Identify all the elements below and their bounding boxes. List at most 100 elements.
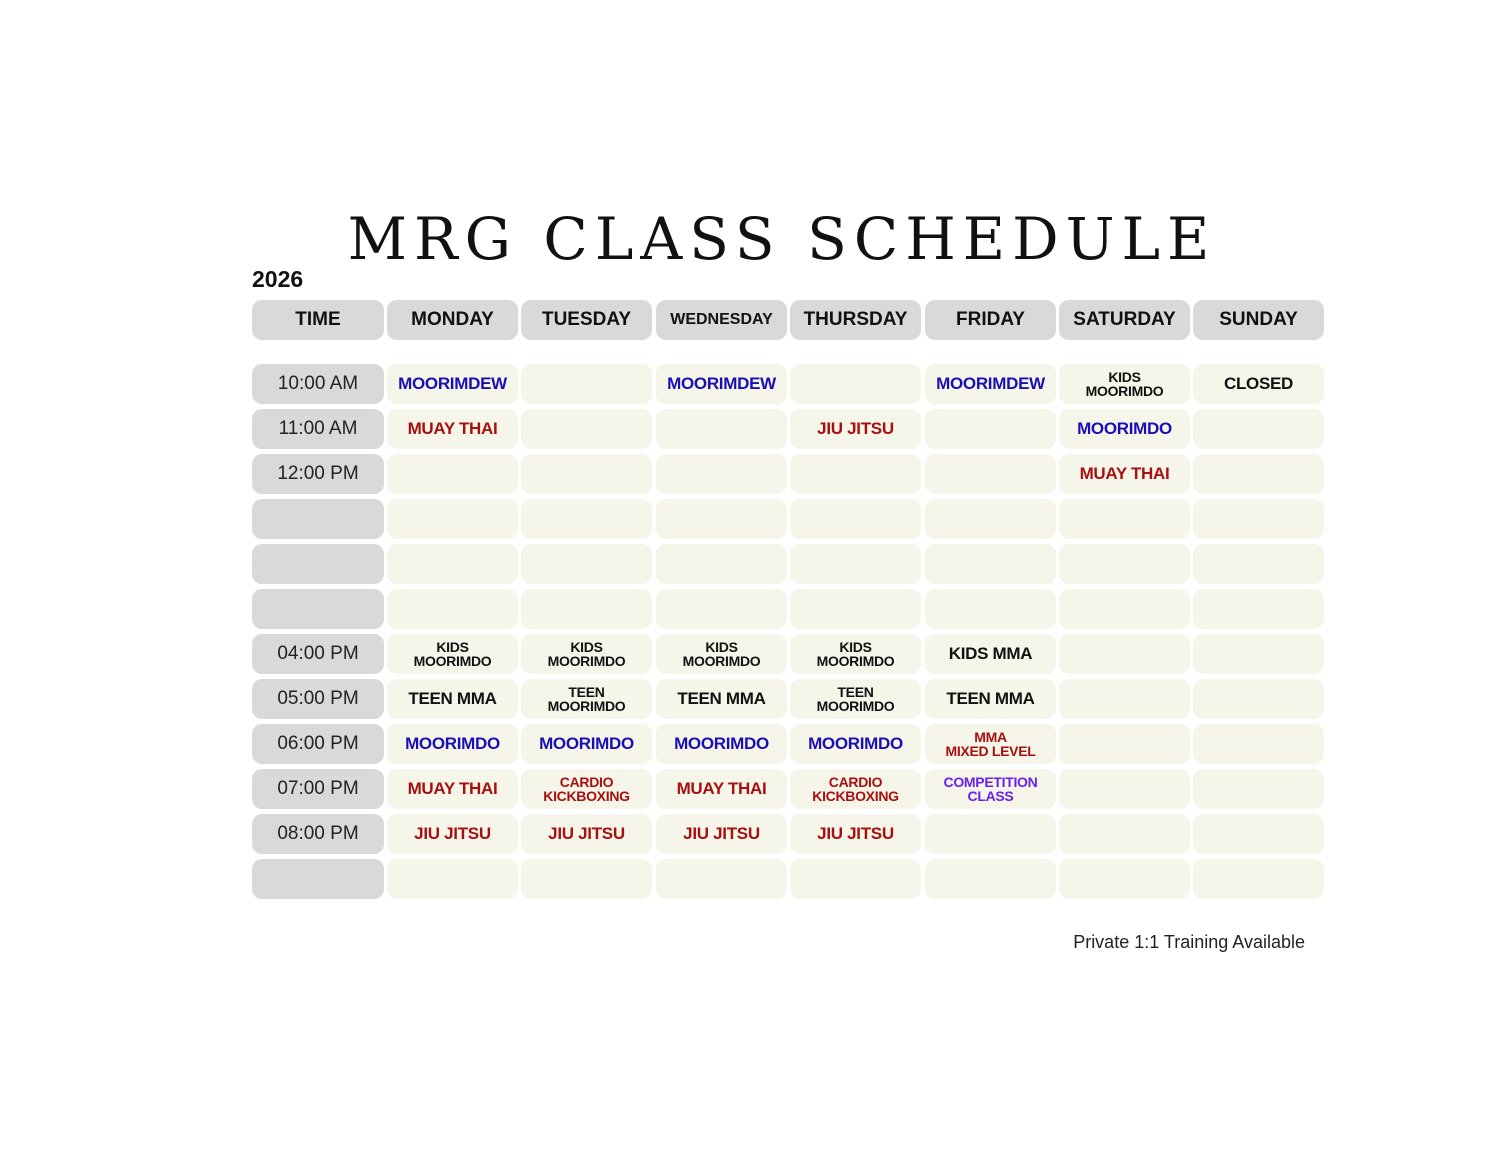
empty-cell xyxy=(1059,859,1190,899)
empty-cell xyxy=(521,544,652,584)
class-cell: COMPETITION CLASS xyxy=(925,769,1056,809)
class-cell: MOORIMDO xyxy=(790,724,921,764)
empty-cell xyxy=(925,589,1056,629)
class-cell: MUAY THAI xyxy=(387,769,518,809)
empty-cell xyxy=(1059,724,1190,764)
empty-cell xyxy=(1193,769,1324,809)
empty-cell xyxy=(521,859,652,899)
header-wednesday: WEDNESDAY xyxy=(656,300,787,340)
time-slot xyxy=(252,589,384,629)
class-cell: MOORIMDO xyxy=(387,724,518,764)
empty-cell xyxy=(925,544,1056,584)
header-tuesday: TUESDAY xyxy=(521,300,652,340)
class-cell: KIDS MOORIMDO xyxy=(521,634,652,674)
empty-cell xyxy=(521,454,652,494)
header-monday: MONDAY xyxy=(387,300,518,340)
class-cell: MUAY THAI xyxy=(656,769,787,809)
class-cell: MUAY THAI xyxy=(387,409,518,449)
empty-cell xyxy=(1193,454,1324,494)
class-cell: KIDS MMA xyxy=(925,634,1056,674)
header-thursday: THURSDAY xyxy=(790,300,921,340)
empty-cell xyxy=(1193,409,1324,449)
header-saturday: SATURDAY xyxy=(1059,300,1190,340)
header-time: TIME xyxy=(252,300,384,340)
class-cell: MOORIMDO xyxy=(1059,409,1190,449)
class-cell: JIU JITSU xyxy=(521,814,652,854)
class-cell: KIDS MOORIMDO xyxy=(1059,364,1190,404)
class-cell: KIDS MOORIMDO xyxy=(656,634,787,674)
empty-cell xyxy=(925,454,1056,494)
empty-cell xyxy=(790,544,921,584)
empty-cell xyxy=(1059,679,1190,719)
empty-cell xyxy=(1193,544,1324,584)
time-slot: 05:00 PM xyxy=(252,679,384,719)
schedule-year: 2026 xyxy=(252,266,304,292)
time-slot xyxy=(252,859,384,899)
class-cell: JIU JITSU xyxy=(790,814,921,854)
class-cell: TEEN MOORIMDO xyxy=(521,679,652,719)
class-cell: MMA MIXED LEVEL xyxy=(925,724,1056,764)
time-slot xyxy=(252,544,384,584)
empty-cell xyxy=(656,589,787,629)
time-slot: 06:00 PM xyxy=(252,724,384,764)
empty-cell xyxy=(387,859,518,899)
empty-cell xyxy=(790,589,921,629)
empty-cell xyxy=(521,409,652,449)
time-slot: 08:00 PM xyxy=(252,814,384,854)
empty-cell xyxy=(1059,544,1190,584)
time-slot xyxy=(252,499,384,539)
empty-cell xyxy=(656,409,787,449)
class-cell: MOORIMDEW xyxy=(656,364,787,404)
empty-cell xyxy=(925,409,1056,449)
footer-note: Private 1:1 Training Available xyxy=(1073,932,1305,952)
class-cell: CARDIO KICKBOXING xyxy=(790,769,921,809)
class-cell: JIU JITSU xyxy=(790,409,921,449)
header-friday: FRIDAY xyxy=(925,300,1056,340)
empty-cell xyxy=(521,499,652,539)
class-cell: MOORIMDO xyxy=(521,724,652,764)
class-cell: MOORIMDEW xyxy=(925,364,1056,404)
class-cell: MUAY THAI xyxy=(1059,454,1190,494)
time-slot: 10:00 AM xyxy=(252,364,384,404)
empty-cell xyxy=(1059,499,1190,539)
empty-cell xyxy=(387,544,518,584)
empty-cell xyxy=(925,859,1056,899)
class-cell: KIDS MOORIMDO xyxy=(387,634,518,674)
empty-cell xyxy=(1193,814,1324,854)
time-slot: 11:00 AM xyxy=(252,409,384,449)
empty-cell xyxy=(1059,769,1190,809)
class-cell: JIU JITSU xyxy=(387,814,518,854)
empty-cell xyxy=(387,454,518,494)
empty-cell xyxy=(1193,589,1324,629)
time-slot: 07:00 PM xyxy=(252,769,384,809)
class-cell: TEEN MMA xyxy=(387,679,518,719)
page-title: MRG CLASS SCHEDULE xyxy=(347,205,1217,273)
empty-cell xyxy=(387,589,518,629)
class-cell: CLOSED xyxy=(1193,364,1324,404)
empty-cell xyxy=(1059,589,1190,629)
time-slot: 04:00 PM xyxy=(252,634,384,674)
empty-cell xyxy=(790,499,921,539)
empty-cell xyxy=(387,499,518,539)
empty-cell xyxy=(656,499,787,539)
empty-cell xyxy=(1193,679,1324,719)
class-cell: TEEN MOORIMDO xyxy=(790,679,921,719)
header-sunday: SUNDAY xyxy=(1193,300,1324,340)
empty-cell xyxy=(1193,724,1324,764)
time-slot: 12:00 PM xyxy=(252,454,384,494)
empty-cell xyxy=(925,499,1056,539)
empty-cell xyxy=(790,364,921,404)
class-cell: KIDS MOORIMDO xyxy=(790,634,921,674)
empty-cell xyxy=(656,544,787,584)
empty-cell xyxy=(790,859,921,899)
empty-cell xyxy=(1059,814,1190,854)
empty-cell xyxy=(656,454,787,494)
class-cell: CARDIO KICKBOXING xyxy=(521,769,652,809)
empty-cell xyxy=(521,589,652,629)
class-cell: TEEN MMA xyxy=(925,679,1056,719)
class-cell: TEEN MMA xyxy=(656,679,787,719)
class-cell: MOORIMDO xyxy=(656,724,787,764)
empty-cell xyxy=(656,859,787,899)
empty-cell xyxy=(1193,499,1324,539)
empty-cell xyxy=(1059,634,1190,674)
